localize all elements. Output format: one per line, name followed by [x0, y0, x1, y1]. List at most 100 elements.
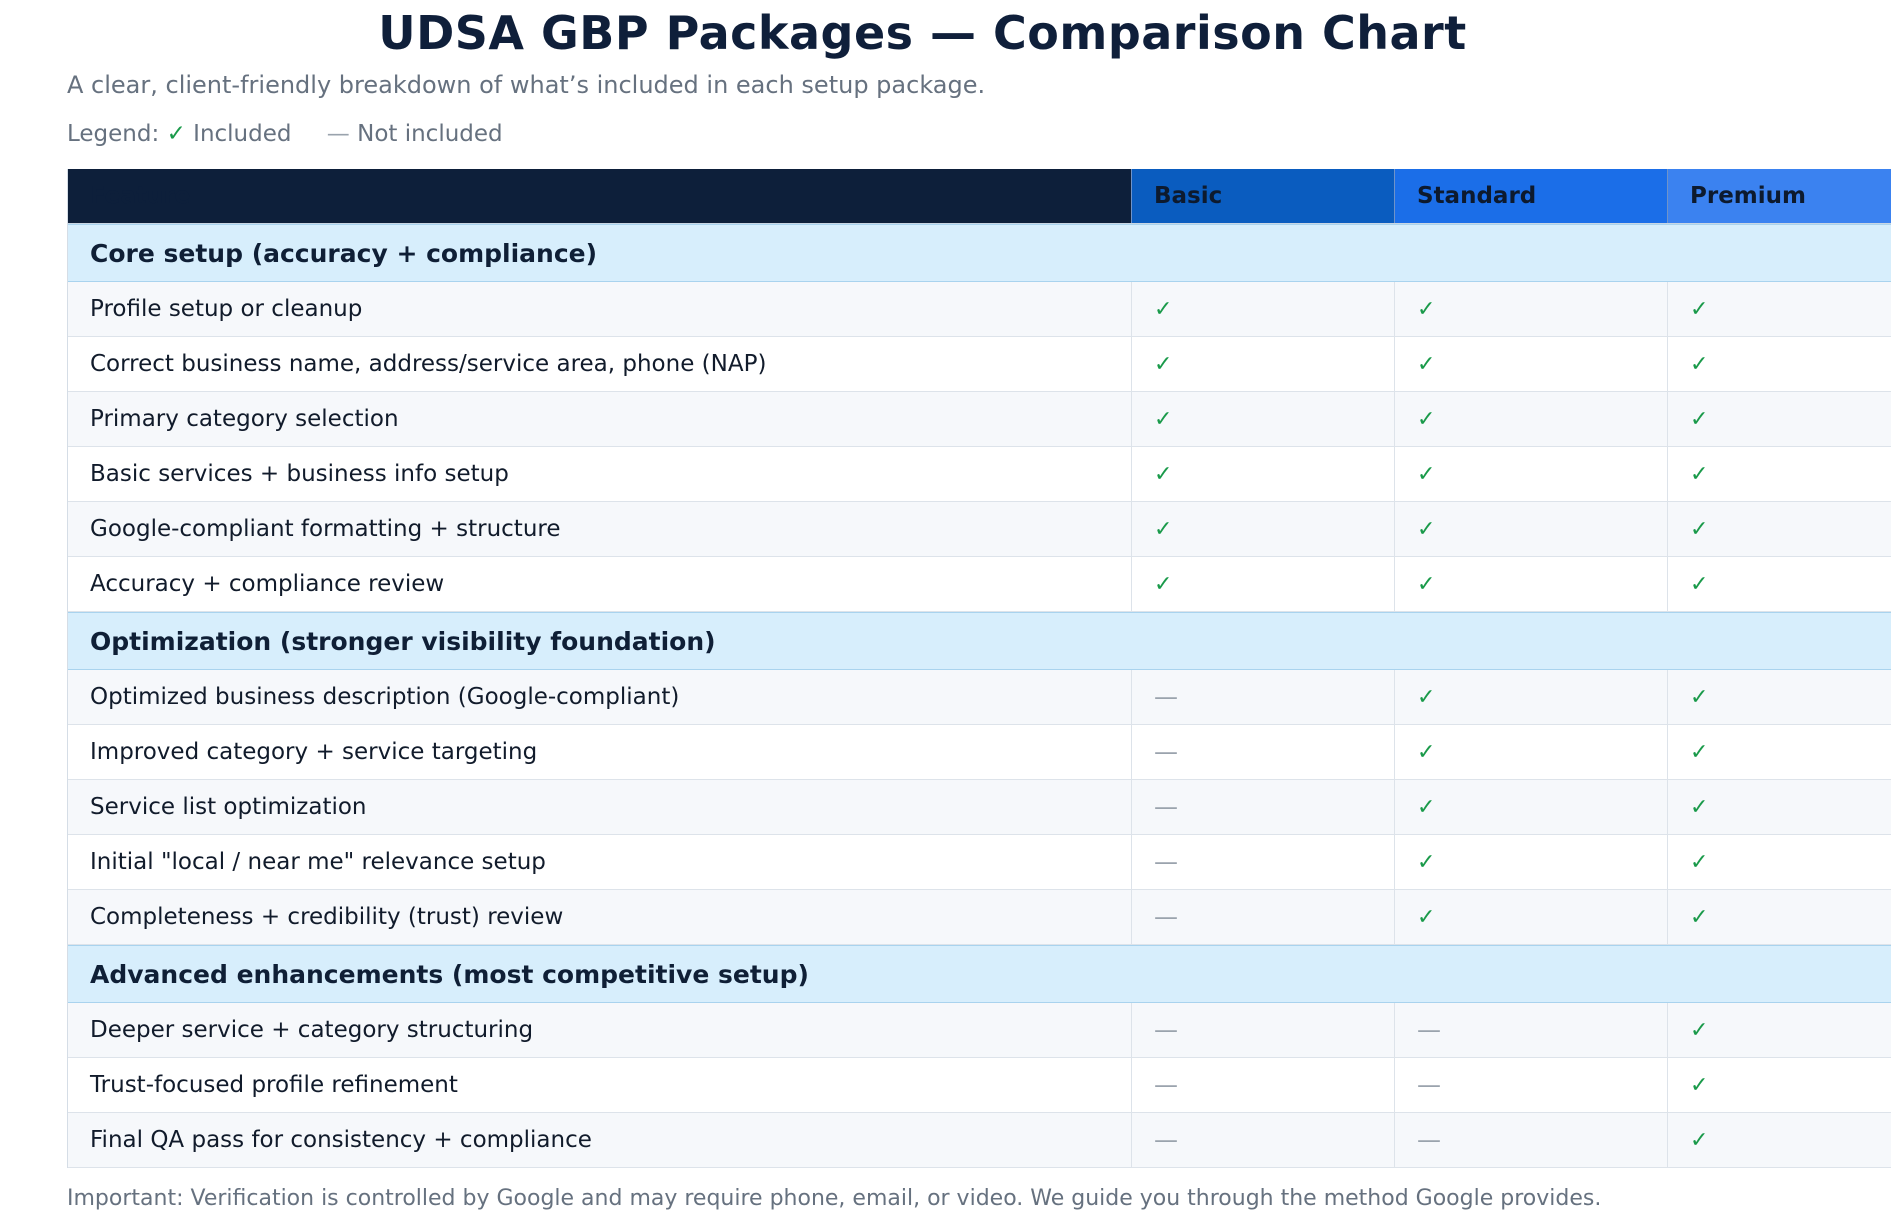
check-icon: ✓ [1154, 571, 1173, 597]
check-icon: ✓ [1154, 296, 1173, 322]
check-icon: ✓ [1690, 849, 1709, 875]
premium-cell: ✓ [1668, 1113, 1891, 1167]
table-row: Service list optimization — ✓ ✓ [68, 780, 1891, 835]
table-row: Final QA pass for consistency + complian… [68, 1113, 1891, 1168]
table-row: Optimized business description (Google-c… [68, 670, 1891, 725]
feature-cell: Correct business name, address/service a… [68, 337, 1132, 391]
check-icon: ✓ [1417, 351, 1436, 377]
table-row: Improved category + service targeting — ✓ ✓ [68, 725, 1891, 780]
check-icon: ✓ [1690, 571, 1709, 597]
basic-cell: — [1132, 890, 1395, 944]
feature-cell: Completeness + credibility (trust) revie… [68, 890, 1132, 944]
dash-icon: — [1154, 903, 1178, 931]
basic-cell: ✓ [1132, 392, 1395, 446]
basic-cell: ✓ [1132, 502, 1395, 556]
premium-cell: ✓ [1668, 502, 1891, 556]
check-icon: ✓ [1690, 1127, 1709, 1153]
premium-cell: ✓ [1668, 890, 1891, 944]
check-icon: ✓ [1417, 684, 1436, 710]
check-icon: ✓ [1690, 684, 1709, 710]
section-header: Advanced enhancements (most competitive … [68, 945, 1891, 1003]
feature-cell: Optimized business description (Google-c… [68, 670, 1132, 724]
legend: Legend: ✓ Included — Not included [67, 121, 503, 147]
check-icon: ✓ [1690, 1072, 1709, 1098]
check-icon: ✓ [1417, 461, 1436, 487]
table-row: Deeper service + category structuring — — ✓ [68, 1003, 1891, 1058]
standard-cell: ✓ [1395, 502, 1668, 556]
check-icon: ✓ [1417, 794, 1436, 820]
legend-dash-icon: — [326, 121, 350, 147]
check-icon: ✓ [1417, 296, 1436, 322]
feature-cell: Initial "local / near me" relevance setu… [68, 835, 1132, 889]
basic-cell: — [1132, 1003, 1395, 1057]
feature-cell: Service list optimization [68, 780, 1132, 834]
dash-icon: — [1417, 1071, 1441, 1099]
basic-cell: — [1132, 780, 1395, 834]
check-icon: ✓ [1417, 849, 1436, 875]
feature-cell: Improved category + service targeting [68, 725, 1132, 779]
standard-cell: ✓ [1395, 557, 1668, 611]
check-icon: ✓ [1154, 406, 1173, 432]
table-row: Completeness + credibility (trust) revie… [68, 890, 1891, 945]
dash-icon: — [1154, 1016, 1178, 1044]
dash-icon: — [1154, 1126, 1178, 1154]
standard-cell: ✓ [1395, 447, 1668, 501]
legend-not-included-text: Not included [357, 121, 503, 147]
premium-cell: ✓ [1668, 1058, 1891, 1112]
legend-check-icon: ✓ [166, 121, 186, 147]
premium-cell: ✓ [1668, 447, 1891, 501]
check-icon: ✓ [1154, 351, 1173, 377]
premium-cell: ✓ [1668, 392, 1891, 446]
check-icon: ✓ [1690, 351, 1709, 377]
check-icon: ✓ [1690, 739, 1709, 765]
check-icon: ✓ [1154, 516, 1173, 542]
standard-cell: ✓ [1395, 392, 1668, 446]
dash-icon: — [1154, 1071, 1178, 1099]
check-icon: ✓ [1690, 461, 1709, 487]
premium-cell: ✓ [1668, 1003, 1891, 1057]
legend-label: Legend: [67, 121, 160, 147]
column-header-standard: Standard [1395, 169, 1668, 223]
basic-cell: ✓ [1132, 337, 1395, 391]
standard-cell: ✓ [1395, 890, 1668, 944]
basic-cell: — [1132, 1058, 1395, 1112]
dash-icon: — [1417, 1126, 1441, 1154]
basic-cell: ✓ [1132, 557, 1395, 611]
standard-cell: ✓ [1395, 725, 1668, 779]
page-title: UDSA GBP Packages — Comparison Chart [378, 6, 1467, 60]
basic-cell: — [1132, 670, 1395, 724]
check-icon: ✓ [1690, 794, 1709, 820]
column-header-premium: Premium [1668, 169, 1891, 223]
basic-cell: ✓ [1132, 447, 1395, 501]
check-icon: ✓ [1417, 571, 1436, 597]
standard-cell: — [1395, 1058, 1668, 1112]
standard-cell: ✓ [1395, 282, 1668, 336]
feature-cell: Trust-focused profile refinement [68, 1058, 1132, 1112]
premium-cell: ✓ [1668, 337, 1891, 391]
table-row: Initial "local / near me" relevance setu… [68, 835, 1891, 890]
check-icon: ✓ [1417, 739, 1436, 765]
standard-cell: — [1395, 1003, 1668, 1057]
section-header: Core setup (accuracy + compliance) [68, 224, 1891, 282]
feature-cell: Basic services + business info setup [68, 447, 1132, 501]
premium-cell: ✓ [1668, 282, 1891, 336]
feature-cell: Accuracy + compliance review [68, 557, 1132, 611]
check-icon: ✓ [1690, 296, 1709, 322]
table-row: Profile setup or cleanup ✓ ✓ ✓ [68, 282, 1891, 337]
feature-cell: Final QA pass for consistency + complian… [68, 1113, 1132, 1167]
feature-cell: Google-compliant formatting + structure [68, 502, 1132, 556]
dash-icon: — [1417, 1016, 1441, 1044]
dash-icon: — [1154, 738, 1178, 766]
feature-cell: Primary category selection [68, 392, 1132, 446]
premium-cell: ✓ [1668, 725, 1891, 779]
standard-cell: ✓ [1395, 670, 1668, 724]
check-icon: ✓ [1690, 1017, 1709, 1043]
premium-cell: ✓ [1668, 557, 1891, 611]
premium-cell: ✓ [1668, 835, 1891, 889]
premium-cell: ✓ [1668, 670, 1891, 724]
basic-cell: — [1132, 1113, 1395, 1167]
check-icon: ✓ [1417, 516, 1436, 542]
table-row: Accuracy + compliance review ✓ ✓ ✓ [68, 557, 1891, 612]
premium-cell: ✓ [1668, 780, 1891, 834]
